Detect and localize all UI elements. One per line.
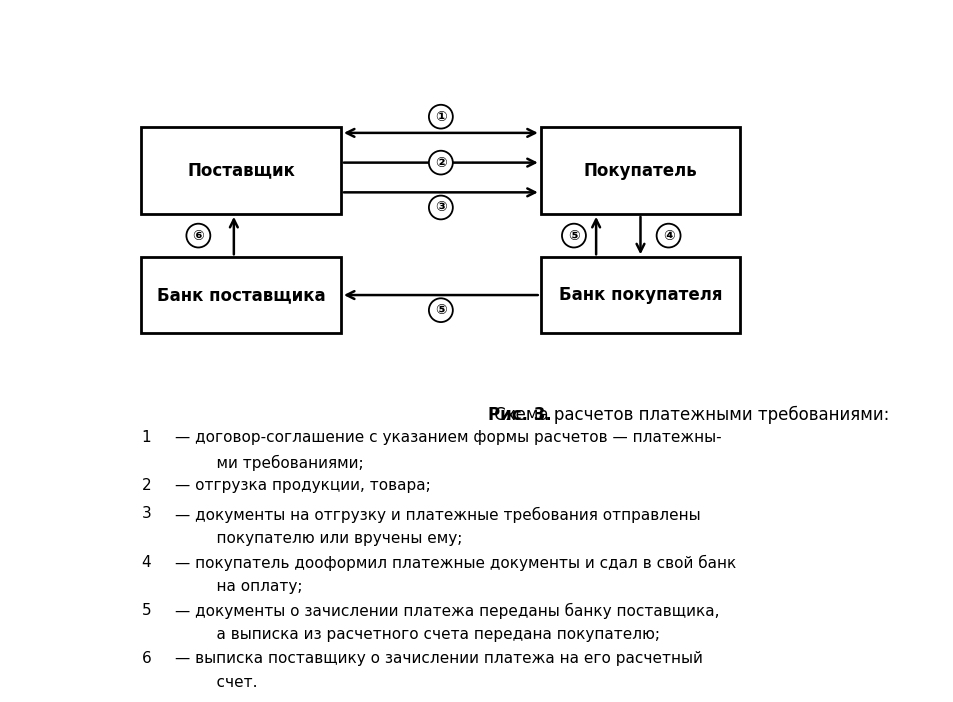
Text: — документы о зачислении платежа переданы банку поставщика,: — документы о зачислении платежа передан…: [174, 602, 719, 618]
Text: ⑤: ⑤: [567, 229, 579, 243]
Text: — отгрузка продукции, товара;: — отгрузка продукции, товара;: [174, 478, 430, 494]
Text: ①: ①: [435, 110, 446, 124]
Text: Покупатель: Покупатель: [583, 161, 697, 180]
Ellipse shape: [561, 224, 585, 248]
Text: 6: 6: [141, 651, 151, 665]
Ellipse shape: [429, 151, 453, 175]
Text: — договор-соглашение с указанием формы расчетов — платежны-: — договор-соглашение с указанием формы р…: [174, 430, 720, 445]
Text: ⑤: ⑤: [435, 303, 446, 317]
Text: счет.: счет.: [196, 675, 257, 690]
Text: Банк покупателя: Банк покупателя: [558, 286, 721, 304]
FancyBboxPatch shape: [540, 257, 740, 333]
Text: покупателю или вручены ему;: покупателю или вручены ему;: [196, 531, 462, 545]
Ellipse shape: [186, 224, 210, 248]
Text: Банк поставщика: Банк поставщика: [156, 286, 325, 304]
Text: Рис. 3.: Рис. 3.: [0, 701, 1, 702]
FancyBboxPatch shape: [141, 128, 341, 214]
Text: Поставщик: Поставщик: [187, 161, 294, 180]
Ellipse shape: [656, 224, 679, 248]
Ellipse shape: [429, 105, 453, 128]
Text: 4: 4: [141, 555, 151, 569]
Text: 1: 1: [141, 430, 151, 445]
FancyBboxPatch shape: [540, 128, 740, 214]
Ellipse shape: [429, 298, 453, 322]
Text: ми требованиями;: ми требованиями;: [196, 454, 363, 470]
Text: Схема расчетов платежными требованиями:: Схема расчетов платежными требованиями:: [0, 701, 1, 702]
Text: — документы на отгрузку и платежные требования отправлены: — документы на отгрузку и платежные треб…: [174, 506, 700, 522]
Text: — выписка поставщику о зачислении платежа на его расчетный: — выписка поставщику о зачислении платеж…: [174, 651, 701, 665]
Text: ②: ②: [435, 156, 446, 170]
Text: ⑥: ⑥: [193, 229, 204, 243]
FancyBboxPatch shape: [141, 257, 341, 333]
Text: Рис. 3.: Рис. 3.: [487, 406, 551, 424]
Text: а выписка из расчетного счета передана покупателю;: а выписка из расчетного счета передана п…: [196, 627, 659, 642]
Ellipse shape: [429, 196, 453, 219]
Text: на оплату;: на оплату;: [196, 579, 302, 594]
Text: 5: 5: [141, 602, 151, 618]
Text: Схема расчетов платежными требованиями:: Схема расчетов платежными требованиями:: [488, 406, 888, 424]
Text: 3: 3: [141, 506, 151, 522]
Text: — покупатель дооформил платежные документы и сдал в свой банк: — покупатель дооформил платежные докумен…: [174, 555, 735, 571]
Text: 2: 2: [141, 478, 151, 494]
Text: ④: ④: [662, 229, 674, 243]
Text: ③: ③: [435, 201, 446, 215]
